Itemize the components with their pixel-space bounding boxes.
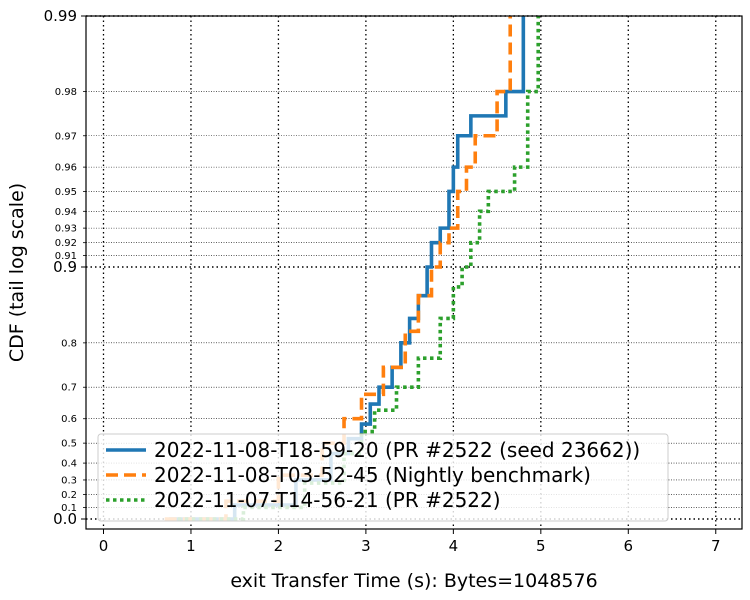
y-minor-tick-label: 0.91 [55,251,77,262]
x-tick-label: 1 [186,537,196,555]
y-minor-tick-label: 0.98 [55,87,77,98]
y-minor-tick-label: 0.92 [55,238,77,249]
y-minor-tick-label: 0.2 [61,490,77,501]
x-tick-label: 5 [536,537,546,555]
y-minor-tick-label: 0.97 [55,131,77,142]
x-axis-label: exit Transfer Time (s): Bytes=1048576 [230,570,597,592]
y-minor-tick-label: 0.4 [61,459,77,470]
x-tick-label: 4 [449,537,459,555]
y-major-tick-label: 0.99 [44,7,77,25]
series-line-2 [164,16,513,521]
legend: 2022-11-08-T18-59-20 (PR #2522 (seed 236… [97,433,669,522]
y-minor-tick-label: 0.94 [55,207,77,218]
x-tick-label: 0 [99,537,109,555]
y-minor-tick-label: 0.6 [61,414,77,425]
y-minor-tick-label: 0.8 [61,338,77,349]
x-tick-label: 3 [361,537,371,555]
x-tick-label: 2 [274,537,284,555]
y-minor-tick-label: 0.3 [61,475,77,486]
y-minor-tick-label: 0.5 [61,439,77,450]
legend-box [97,433,669,522]
axis-ticks: 0 1 2 3 4 5 6 7 0.99 0.9 0.0 0.98 0.97 0.96 0.95 0.94 0.… [44,7,721,555]
y-major-tick-label: 0.0 [53,510,77,528]
legend-label-2: 2022-11-08-T03-52-45 (Nightly benchmark) [154,463,591,487]
y-minor-tick-label: 0.95 [55,187,77,198]
y-axis-label: CDF (tail log scale) [6,183,28,362]
plot-frame [85,15,743,530]
y-minor-tick-label: 0.7 [61,383,77,394]
y-minor-tick-label: 0.96 [55,163,77,174]
x-tick-label: 6 [624,537,634,555]
y-major-tick-label: 0.9 [53,258,77,276]
x-tick-label: 7 [711,537,721,555]
y-minor-tick-label: 0.93 [55,224,77,235]
y-minor-tick-label: 0.1 [61,503,77,514]
legend-label-3: 2022-11-07-T14-56-21 (PR #2522) [154,488,501,512]
legend-label-1: 2022-11-08-T18-59-20 (PR #2522 (seed 236… [154,438,640,462]
